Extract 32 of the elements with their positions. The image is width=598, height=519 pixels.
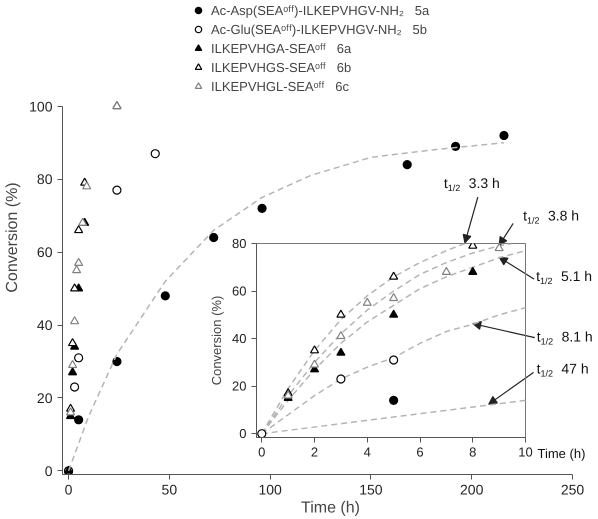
y-axis-title: Conversion (%) xyxy=(209,296,224,386)
x-tick-label: 0 xyxy=(64,482,73,498)
x-tick-label: 6 xyxy=(416,444,424,460)
x-tick-label: 150 xyxy=(359,482,383,498)
legend-label: ILKEPVHGA-SEAᵒᶠᶠ 6a xyxy=(211,40,352,56)
y-tick-label: 40 xyxy=(232,331,247,346)
x-tick-label: 250 xyxy=(560,482,584,498)
legend-label: ILKEPVHGL-SEAᵒᶠᶠ 6c xyxy=(211,78,350,94)
x-tick-label: 50 xyxy=(162,482,178,498)
legend-label: ILKEPVHGS-SEAᵒᶠᶠ 6b xyxy=(211,59,352,75)
x-axis-title: Time (h) xyxy=(301,500,360,516)
x-tick-label: 0 xyxy=(258,444,266,460)
legend-label: Ac-Glu(SEAᵒᶠᶠ)-ILKEPVHGV-NH₂ 5b xyxy=(211,21,428,37)
x-tick-label: 10 xyxy=(518,444,533,460)
x-tick-label: 4 xyxy=(364,444,371,460)
y-tick-label: 100 xyxy=(29,98,53,114)
x-tick-label: 8 xyxy=(469,444,476,460)
y-tick-label: 60 xyxy=(232,284,247,299)
y-tick-label: 0 xyxy=(44,462,53,479)
x-tick-label: 2 xyxy=(310,444,318,460)
x-tick-label: 100 xyxy=(258,482,282,498)
x-tick-label: 200 xyxy=(460,482,484,498)
x-axis-title: Time (h) xyxy=(538,446,586,462)
y-axis-title: Conversion (%) xyxy=(4,182,22,293)
legend-label: Ac-Asp(SEAᵒᶠᶠ)-ILKEPVHGV-NH₂ 5a xyxy=(211,2,430,18)
y-tick-label: 80 xyxy=(232,236,247,251)
y-tick-label: 80 xyxy=(36,171,53,188)
y-tick-label: 60 xyxy=(36,244,53,260)
y-tick-label: 20 xyxy=(36,390,53,406)
y-tick-label: 0 xyxy=(239,426,247,442)
y-tick-label: 40 xyxy=(36,317,53,334)
y-tick-label: 20 xyxy=(232,378,247,394)
